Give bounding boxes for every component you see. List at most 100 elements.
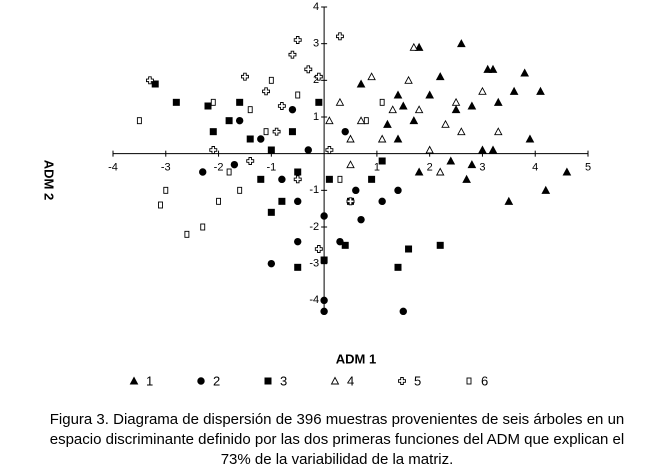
- point: [379, 98, 385, 106]
- point: [295, 91, 301, 99]
- point: [404, 75, 413, 84]
- point: [509, 86, 519, 95]
- point: [388, 105, 397, 114]
- point: [357, 215, 365, 224]
- point: [525, 134, 535, 143]
- point: [230, 160, 239, 169]
- x-tick-label: -4: [108, 162, 118, 174]
- legend-marker: [264, 377, 272, 385]
- point: [235, 116, 244, 125]
- point: [320, 307, 328, 316]
- point: [247, 106, 253, 114]
- point: [257, 135, 265, 143]
- point: [294, 168, 302, 176]
- point: [363, 117, 369, 125]
- point: [504, 196, 514, 205]
- x-axis-label: ADM 1: [336, 351, 376, 366]
- point: [237, 186, 243, 194]
- point: [268, 76, 274, 84]
- point: [488, 145, 498, 154]
- point: [425, 145, 434, 154]
- point: [399, 307, 407, 316]
- point: [341, 241, 349, 249]
- point: [320, 296, 328, 305]
- point: [341, 127, 349, 136]
- point: [294, 237, 302, 246]
- point: [451, 105, 461, 114]
- point: [414, 42, 424, 51]
- point: [378, 157, 386, 165]
- point: [352, 186, 360, 195]
- point: [336, 237, 344, 246]
- y-tick-label: -2: [309, 221, 319, 233]
- point: [225, 117, 233, 125]
- legend-label: 4: [347, 373, 354, 388]
- y-tick-label: 4: [313, 1, 319, 13]
- point: [163, 186, 169, 194]
- point: [262, 87, 271, 96]
- legend-marker: [197, 377, 205, 385]
- point: [172, 98, 180, 106]
- point: [158, 201, 163, 209]
- point: [315, 98, 323, 106]
- point: [236, 98, 244, 106]
- point: [293, 36, 302, 44]
- point: [145, 76, 154, 85]
- point: [267, 208, 275, 216]
- point: [320, 256, 328, 264]
- legend-label: 3: [280, 373, 287, 388]
- point: [325, 175, 333, 183]
- point: [320, 212, 328, 220]
- point: [293, 175, 302, 184]
- legend-label: 6: [481, 373, 488, 388]
- point: [267, 146, 275, 154]
- point: [325, 146, 334, 154]
- legend-marker: [129, 376, 139, 385]
- point: [394, 263, 402, 271]
- caption: 73% de la variabilidad de la matriz.: [221, 451, 454, 468]
- point: [288, 128, 296, 136]
- point: [541, 185, 551, 194]
- point: [314, 72, 323, 81]
- point: [435, 167, 445, 176]
- point: [483, 64, 493, 73]
- legend-marker: [398, 377, 406, 385]
- point: [367, 72, 376, 81]
- point: [288, 50, 297, 59]
- caption: espacio discriminante definido por las d…: [50, 431, 624, 448]
- point: [151, 80, 159, 88]
- point: [436, 241, 444, 249]
- point: [209, 146, 218, 154]
- point: [393, 134, 403, 143]
- point: [383, 119, 392, 128]
- y-tick-label: 2: [313, 74, 319, 86]
- point: [226, 168, 232, 176]
- point: [562, 167, 572, 176]
- point: [267, 259, 276, 268]
- x-tick-label: -3: [161, 162, 171, 174]
- point: [478, 145, 487, 154]
- point: [294, 197, 302, 206]
- point: [356, 116, 366, 125]
- point: [346, 134, 355, 143]
- point: [278, 175, 286, 184]
- point: [467, 101, 477, 110]
- point: [425, 90, 435, 99]
- point: [441, 119, 450, 128]
- legend-marker: [466, 377, 472, 385]
- point: [493, 97, 503, 106]
- point: [325, 116, 334, 125]
- point: [478, 86, 487, 95]
- point: [216, 197, 222, 205]
- point: [536, 86, 545, 95]
- point: [520, 68, 530, 77]
- point: [288, 105, 297, 114]
- point: [304, 146, 312, 154]
- y-tick-label: -1: [309, 184, 319, 196]
- point: [393, 90, 403, 99]
- point: [210, 98, 216, 106]
- point: [435, 72, 445, 81]
- y-tick-label: -3: [309, 258, 319, 270]
- point: [314, 245, 323, 253]
